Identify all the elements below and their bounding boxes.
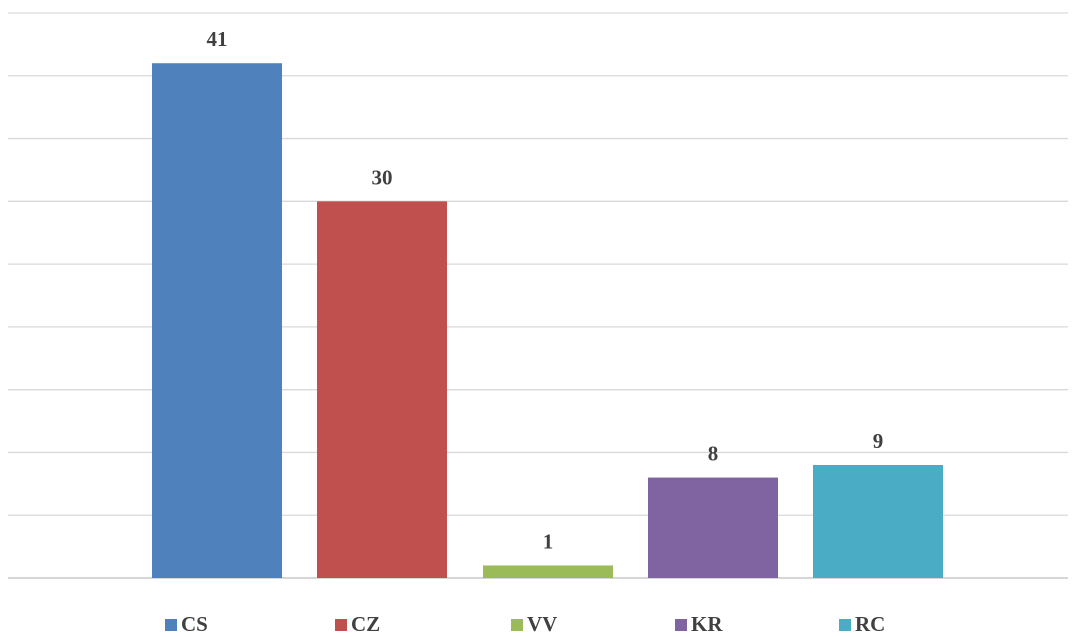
legend-swatch — [511, 618, 523, 631]
bar-cs — [152, 63, 282, 578]
legend-label: VV — [527, 612, 558, 636]
bar-rc — [813, 465, 943, 578]
data-labels: 41 30 1 8 9 — [207, 27, 884, 553]
bar-chart: 41 30 1 8 9 — [8, 12, 1068, 579]
legend-item-cz: CZ — [335, 612, 380, 637]
bar-kr — [648, 477, 778, 578]
data-label-cs: 41 — [207, 27, 228, 51]
legend-label: KR — [691, 612, 723, 636]
legend-item-cs: CS — [165, 612, 208, 637]
legend-item-kr: KR — [675, 612, 723, 637]
bar-vv — [483, 565, 613, 578]
data-label-rc: 9 — [873, 429, 884, 453]
legend-swatch — [839, 618, 851, 631]
data-label-vv: 1 — [543, 529, 554, 553]
legend-swatch — [675, 618, 687, 631]
data-label-kr: 8 — [708, 442, 719, 466]
data-label-cz: 30 — [372, 165, 393, 189]
legend-label: RC — [855, 612, 886, 636]
legend-label: CS — [181, 612, 208, 636]
legend-swatch — [165, 618, 177, 631]
legend: CS CZ VV KR RC — [0, 612, 1073, 636]
bar-cz — [317, 201, 447, 579]
bars — [152, 63, 943, 579]
legend-swatch — [335, 618, 347, 631]
legend-item-rc: RC — [839, 612, 885, 637]
legend-label: CZ — [351, 612, 381, 636]
legend-item-vv: VV — [511, 612, 557, 637]
